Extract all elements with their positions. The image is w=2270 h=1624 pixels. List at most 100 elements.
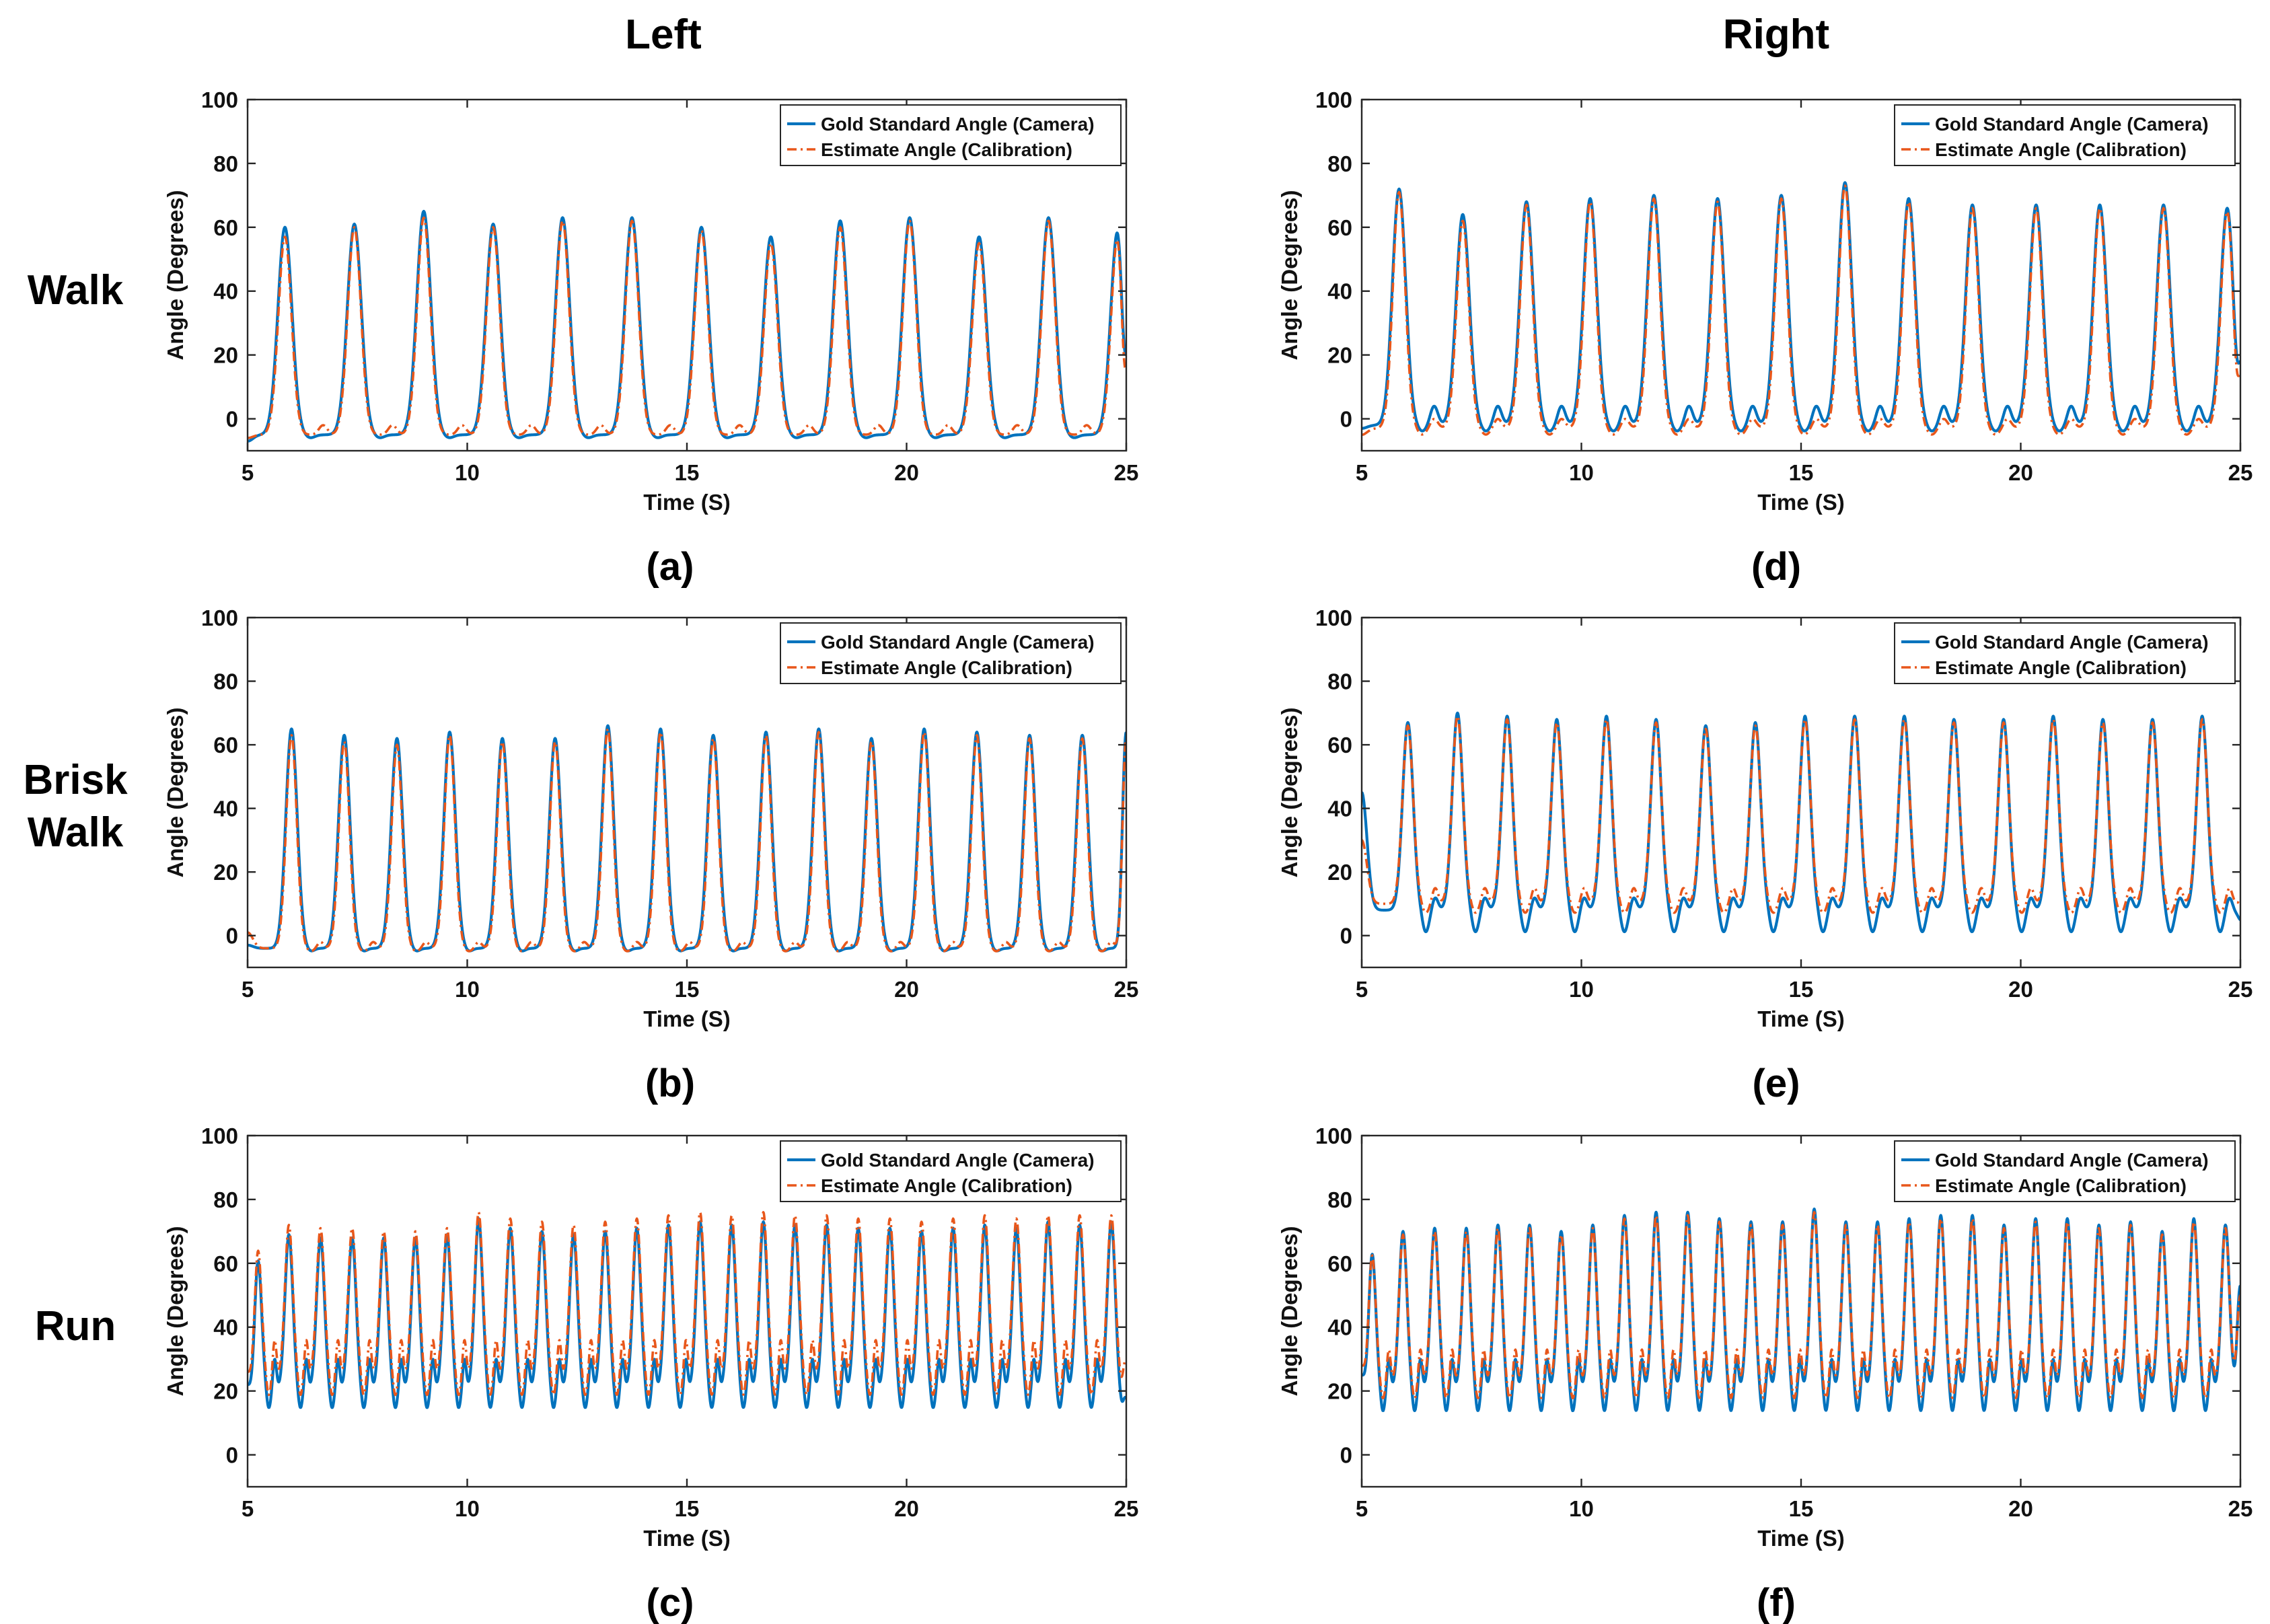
panel-label: (d)	[1751, 545, 1801, 589]
panel-label: (a)	[647, 545, 694, 589]
row-title-run: Run	[35, 1303, 116, 1350]
x-tick-label: 20	[894, 1496, 919, 1521]
x-tick-label: 25	[2228, 977, 2253, 1002]
legend-label: Estimate Angle (Calibration)	[821, 139, 1072, 160]
series-estimate-line	[1362, 1211, 2240, 1399]
y-tick-label: 60	[1327, 733, 1352, 758]
y-tick-label: 40	[213, 797, 238, 821]
legend-box	[780, 1140, 1122, 1202]
x-tick-label: 15	[675, 977, 700, 1002]
y-tick-label: 60	[1327, 215, 1352, 240]
legend-label: Gold Standard Angle (Camera)	[1935, 632, 2209, 653]
x-tick-label: 15	[675, 460, 700, 485]
y-tick-label: 80	[1327, 669, 1352, 694]
y-tick-label: 100	[201, 605, 238, 630]
y-tick-label: 100	[1315, 605, 1352, 630]
legend-box	[1894, 622, 2236, 684]
y-tick-label: 20	[1327, 343, 1352, 368]
y-tick-label: 80	[1327, 151, 1352, 176]
row-title-brisk-walk: Walk	[28, 809, 124, 856]
x-tick-label: 5	[1356, 977, 1368, 1002]
y-axis-label: Angle (Degrees)	[1277, 1226, 1302, 1396]
row-title-walk: Walk	[28, 267, 124, 313]
y-tick-label: 80	[213, 151, 238, 176]
panel-b: 5 10 15 20 25 0 20 40 60 80 100 Time (S) Angle (Degr…	[163, 605, 1138, 1105]
legend-label: Gold Standard Angle (Camera)	[1935, 114, 2209, 135]
y-tick-label: 0	[226, 1443, 238, 1468]
x-tick-label: 10	[1569, 1496, 1594, 1521]
y-tick-label: 20	[213, 343, 238, 368]
x-tick-label: 5	[1356, 1496, 1368, 1521]
panel-label: (b)	[645, 1062, 695, 1105]
legend-label: Gold Standard Angle (Camera)	[821, 1150, 1095, 1171]
x-axis-label: Time (S)	[643, 1006, 731, 1031]
y-tick-label: 100	[1315, 87, 1352, 112]
x-tick-label: 5	[242, 1496, 254, 1521]
y-tick-label: 100	[201, 1123, 238, 1148]
y-tick-label: 60	[213, 1251, 238, 1276]
x-tick-label: 25	[2228, 460, 2253, 485]
y-tick-label: 80	[213, 669, 238, 694]
y-tick-label: 20	[1327, 1379, 1352, 1404]
x-axis-label: Time (S)	[643, 490, 731, 515]
x-tick-label: 25	[1114, 1496, 1139, 1521]
y-tick-label: 0	[1340, 924, 1352, 949]
x-tick-label: 15	[1789, 460, 1814, 485]
y-axis-label: Angle (Degrees)	[163, 1226, 188, 1396]
y-tick-label: 0	[226, 407, 238, 432]
x-tick-label: 5	[1356, 460, 1368, 485]
x-tick-label: 25	[1114, 460, 1139, 485]
column-title-right: Right	[1723, 11, 1829, 58]
panel-e: 5 10 15 20 25 0 20 40 60 80 100 Time (S) Angle (Degr…	[1277, 605, 2253, 1105]
x-tick-label: 5	[242, 977, 254, 1002]
series-estimate-line	[248, 727, 1126, 953]
x-axis-label: Time (S)	[1757, 1006, 1845, 1031]
x-tick-label: 15	[1789, 1496, 1814, 1521]
x-tick-label: 10	[1569, 977, 1594, 1002]
y-tick-label: 40	[1327, 797, 1352, 821]
legend-box	[780, 104, 1122, 166]
x-tick-label: 10	[455, 1496, 480, 1521]
legend-label: Gold Standard Angle (Camera)	[821, 632, 1095, 653]
y-tick-label: 100	[201, 87, 238, 112]
y-tick-label: 80	[213, 1187, 238, 1212]
x-tick-label: 25	[1114, 977, 1139, 1002]
y-tick-label: 60	[1327, 1251, 1352, 1276]
legend-label: Gold Standard Angle (Camera)	[1935, 1150, 2209, 1171]
legend-label: Estimate Angle (Calibration)	[821, 657, 1072, 678]
x-tick-label: 20	[894, 460, 919, 485]
panel-d: 5 10 15 20 25 0 20 40 60 80 100 Time (S) Angle (Degr…	[1277, 87, 2253, 589]
x-tick-label: 15	[675, 1496, 700, 1521]
y-tick-label: 40	[1327, 279, 1352, 304]
x-tick-label: 20	[2008, 977, 2033, 1002]
series-estimate-line	[1362, 714, 2240, 914]
y-axis-label: Angle (Degrees)	[163, 190, 188, 360]
y-tick-label: 80	[1327, 1187, 1352, 1212]
y-tick-label: 20	[213, 860, 238, 885]
series-estimate-line	[248, 216, 1126, 439]
y-axis-label: Angle (Degrees)	[1277, 707, 1302, 877]
x-tick-label: 25	[2228, 1496, 2253, 1521]
legend-label: Estimate Angle (Calibration)	[1935, 1175, 2187, 1196]
legend-label: Gold Standard Angle (Camera)	[821, 114, 1095, 135]
y-tick-label: 40	[1327, 1315, 1352, 1340]
y-tick-label: 0	[226, 924, 238, 949]
x-tick-label: 20	[894, 977, 919, 1002]
y-tick-label: 0	[1340, 407, 1352, 432]
y-tick-label: 20	[1327, 860, 1352, 885]
y-tick-label: 60	[213, 215, 238, 240]
x-axis-label: Time (S)	[1757, 490, 1845, 515]
panel-f: 5 10 15 20 25 0 20 40 60 80 100 Time (S) Angle (Degr…	[1277, 1123, 2253, 1624]
panel-label: (c)	[647, 1581, 694, 1624]
x-tick-label: 20	[2008, 1496, 2033, 1521]
panel-label: (f)	[1757, 1581, 1796, 1624]
x-tick-label: 20	[2008, 460, 2033, 485]
x-tick-label: 5	[242, 460, 254, 485]
y-tick-label: 60	[213, 733, 238, 758]
y-tick-label: 20	[213, 1379, 238, 1404]
row-title-brisk: Brisk	[23, 757, 128, 803]
legend-box	[780, 622, 1122, 684]
panel-label: (e)	[1753, 1062, 1800, 1105]
y-tick-label: 0	[1340, 1443, 1352, 1468]
